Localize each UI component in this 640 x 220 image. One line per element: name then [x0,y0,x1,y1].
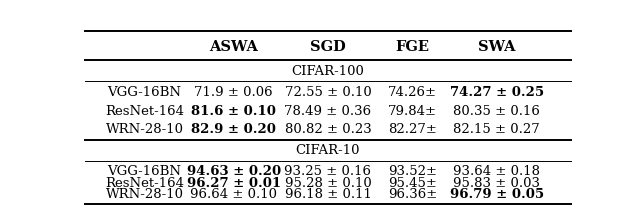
Text: ResNet-164: ResNet-164 [105,177,184,190]
Text: 93.25 ± 0.16: 93.25 ± 0.16 [285,165,371,178]
Text: 79.84±: 79.84± [388,104,437,118]
Text: VGG-16BN: VGG-16BN [108,165,182,178]
Text: 80.35 ± 0.16: 80.35 ± 0.16 [453,104,540,118]
Text: 96.36±: 96.36± [388,188,437,201]
Text: 82.9 ± 0.20: 82.9 ± 0.20 [191,123,276,136]
Text: 96.79 ± 0.05: 96.79 ± 0.05 [449,188,544,201]
Text: 95.28 ± 0.10: 95.28 ± 0.10 [285,177,371,190]
Text: 74.26±: 74.26± [388,86,437,99]
Text: ASWA: ASWA [209,40,258,54]
Text: 93.64 ± 0.18: 93.64 ± 0.18 [453,165,540,178]
Text: 72.55 ± 0.10: 72.55 ± 0.10 [285,86,371,99]
Text: 96.64 ± 0.10: 96.64 ± 0.10 [190,188,277,201]
Text: 82.15 ± 0.27: 82.15 ± 0.27 [453,123,540,136]
Text: 80.82 ± 0.23: 80.82 ± 0.23 [285,123,371,136]
Text: SWA: SWA [478,40,515,54]
Text: 81.6 ± 0.10: 81.6 ± 0.10 [191,104,276,118]
Text: 93.52±: 93.52± [388,165,437,178]
Text: VGG-16BN: VGG-16BN [108,86,182,99]
Text: 94.63 ± 0.20: 94.63 ± 0.20 [187,165,281,178]
Text: 96.27 ± 0.01: 96.27 ± 0.01 [187,177,281,190]
Text: FGE: FGE [396,40,429,54]
Text: SGD: SGD [310,40,346,54]
Text: ResNet-164: ResNet-164 [105,104,184,118]
Text: 74.27 ± 0.25: 74.27 ± 0.25 [449,86,544,99]
Text: CIFAR-10: CIFAR-10 [296,144,360,157]
Text: 95.45±: 95.45± [388,177,436,190]
Text: 71.9 ± 0.06: 71.9 ± 0.06 [195,86,273,99]
Text: CIFAR-100: CIFAR-100 [292,65,364,78]
Text: 95.83 ± 0.03: 95.83 ± 0.03 [453,177,540,190]
Text: 82.27±: 82.27± [388,123,436,136]
Text: 78.49 ± 0.36: 78.49 ± 0.36 [284,104,372,118]
Text: 96.18 ± 0.11: 96.18 ± 0.11 [285,188,371,201]
Text: WRN-28-10: WRN-28-10 [106,123,184,136]
Text: WRN-28-10: WRN-28-10 [106,188,184,201]
